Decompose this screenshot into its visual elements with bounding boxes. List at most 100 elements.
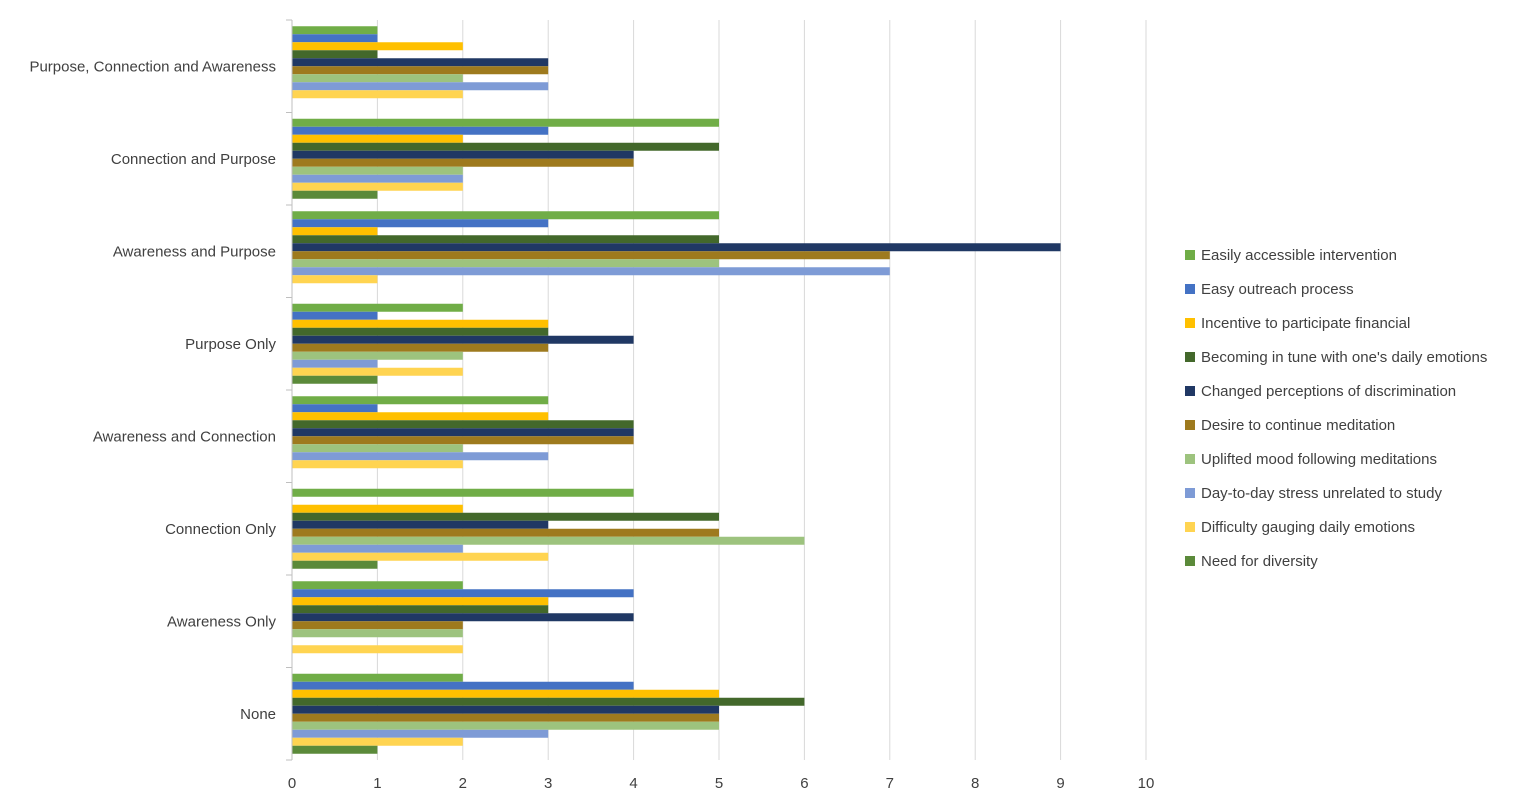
bar: [292, 504, 463, 513]
category-label: Connection and Purpose: [111, 151, 276, 168]
bar: [292, 621, 463, 630]
bar: [292, 303, 463, 312]
legend-swatch: [1185, 250, 1195, 260]
legend-label: Becoming in tune with one's daily emotio…: [1201, 348, 1488, 366]
bar: [292, 605, 549, 614]
bar: [292, 552, 549, 561]
x-tick-label: 6: [800, 775, 808, 792]
bar: [292, 211, 719, 220]
legend-item: Difficulty gauging daily emotions: [1185, 510, 1535, 544]
legend-label: Need for diversity: [1201, 552, 1318, 570]
bar: [292, 452, 549, 461]
bar: [292, 319, 549, 328]
x-tick-label: 0: [288, 775, 296, 792]
bar: [292, 645, 463, 654]
bar: [292, 673, 463, 682]
bar: [292, 50, 378, 59]
x-tick-label: 9: [1056, 775, 1064, 792]
bar: [292, 713, 719, 722]
legend-label: Incentive to participate financial: [1201, 314, 1411, 332]
bar: [292, 488, 634, 497]
legend-label: Difficulty gauging daily emotions: [1201, 518, 1416, 536]
legend-swatch: [1185, 556, 1195, 566]
legend-swatch: [1185, 284, 1195, 294]
x-tick-label: 8: [971, 775, 979, 792]
bar: [292, 367, 463, 376]
bar: [292, 420, 634, 429]
bar: [292, 613, 634, 622]
bar: [292, 460, 463, 469]
legend-label: Desire to continue meditation: [1201, 416, 1396, 434]
category-label: Awareness and Purpose: [113, 243, 276, 260]
bar: [292, 166, 463, 175]
bar: [292, 251, 890, 260]
bar: [292, 589, 634, 598]
bar: [292, 26, 378, 35]
legend-item: Easily accessible intervention: [1185, 238, 1535, 272]
bar: [292, 219, 549, 228]
bar: [292, 158, 634, 167]
bars: [292, 26, 1061, 754]
bar: [292, 74, 463, 83]
legend-swatch: [1185, 488, 1195, 498]
legend-swatch: [1185, 522, 1195, 532]
bar: [292, 142, 719, 151]
legend-swatch: [1185, 386, 1195, 396]
x-tick-label: 3: [544, 775, 552, 792]
bar: [292, 745, 378, 754]
legend-swatch: [1185, 318, 1195, 328]
category-label: None: [240, 706, 276, 723]
bar: [292, 729, 549, 738]
bar: [292, 396, 549, 405]
bar: [292, 528, 719, 537]
bar: [292, 375, 378, 384]
bar: [292, 536, 805, 545]
category-label: Purpose Only: [185, 336, 276, 353]
bar: [292, 82, 549, 91]
legend-item: Day-to-day stress unrelated to study: [1185, 476, 1535, 510]
bar: [292, 227, 378, 236]
bar: [292, 629, 463, 638]
bar: [292, 520, 549, 529]
bar: [292, 182, 463, 191]
bar: [292, 275, 378, 284]
bar: [292, 42, 463, 51]
x-tick-labels: 0 1 2 3 4 5 6 7 8 9 10: [288, 775, 1155, 792]
legend-label: Day-to-day stress unrelated to study: [1201, 484, 1442, 502]
category-labels: Purpose, Connection and Awareness Connect…: [29, 58, 276, 723]
bar: [292, 581, 463, 590]
category-label: Connection Only: [165, 521, 276, 538]
bar: [292, 58, 549, 67]
x-tick-label: 10: [1138, 775, 1155, 792]
legend-label: Easy outreach process: [1201, 280, 1354, 298]
bar: [292, 126, 549, 135]
legend-label: Uplifted mood following meditations: [1201, 450, 1437, 468]
bar: [292, 243, 1061, 252]
bar: [292, 412, 549, 421]
legend-swatch: [1185, 454, 1195, 464]
bar: [292, 335, 634, 344]
bar: [292, 705, 719, 714]
bar: [292, 90, 463, 99]
category-label: Awareness and Connection: [93, 428, 276, 445]
bar: [292, 343, 549, 352]
legend-item: Incentive to participate financial: [1185, 306, 1535, 340]
bar: [292, 544, 463, 553]
bar: [292, 359, 378, 368]
bar: [292, 259, 719, 268]
bar: [292, 436, 634, 445]
bar: [292, 311, 378, 320]
bar: [292, 190, 378, 199]
bar: [292, 327, 549, 336]
bar: [292, 737, 463, 746]
legend-swatch: [1185, 352, 1195, 362]
bar: [292, 721, 719, 730]
bar: [292, 150, 634, 159]
bar: [292, 66, 549, 75]
legend-label: Changed perceptions of discrimination: [1201, 382, 1457, 400]
x-tick-label: 4: [629, 775, 637, 792]
x-tick-label: 1: [373, 775, 381, 792]
category-label: Purpose, Connection and Awareness: [29, 58, 276, 75]
bar: [292, 351, 463, 360]
